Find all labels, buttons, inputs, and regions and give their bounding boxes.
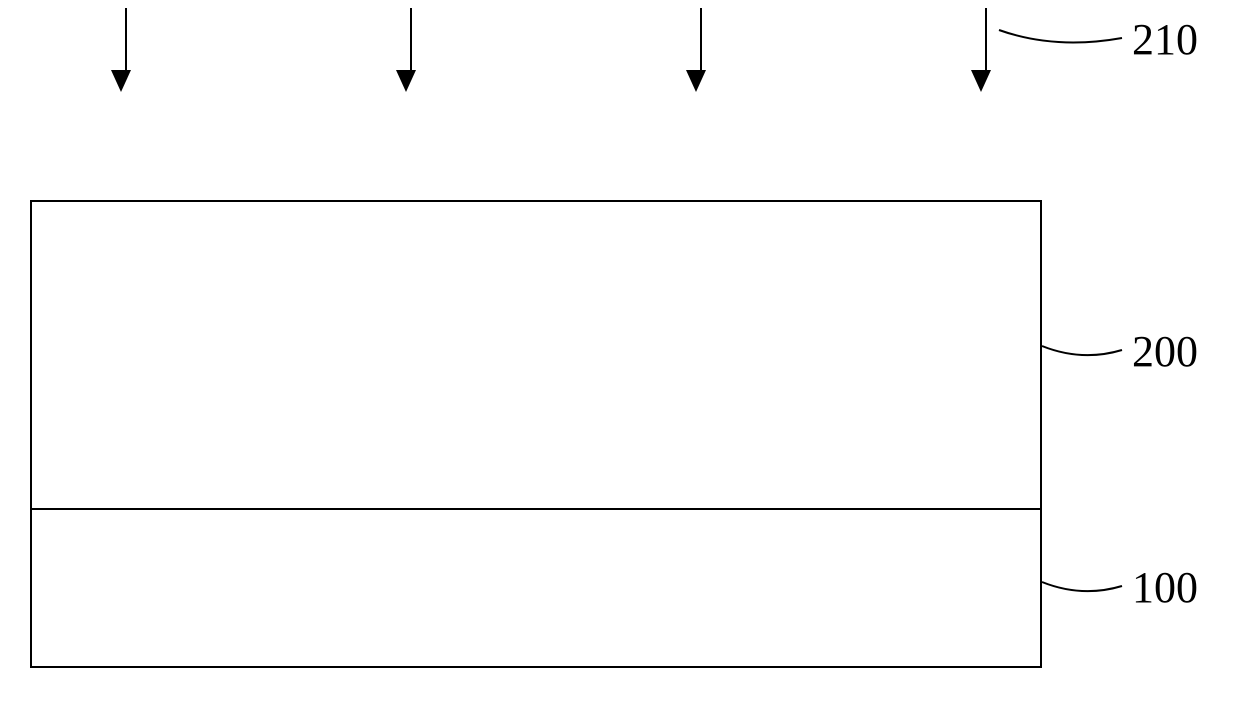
process-arrow-2 (405, 8, 416, 92)
arrow-shaft (985, 8, 987, 70)
arrow-head-icon (971, 70, 991, 92)
arrow-shaft (700, 8, 702, 70)
process-arrow-3 (695, 8, 706, 92)
arrow-shaft (125, 8, 127, 70)
arrow-head-icon (111, 70, 131, 92)
process-arrow-1 (120, 8, 131, 92)
layer-100 (30, 508, 1042, 668)
layer-200 (30, 200, 1042, 510)
arrow-head-icon (396, 70, 416, 92)
arrow-head-icon (686, 70, 706, 92)
process-arrow-4 (980, 8, 991, 92)
arrow-shaft (410, 8, 412, 70)
diagram-container: 210 200 100 (0, 0, 1240, 714)
label-100: 100 (1132, 562, 1198, 613)
label-210: 210 (1132, 14, 1198, 65)
label-200: 200 (1132, 326, 1198, 377)
